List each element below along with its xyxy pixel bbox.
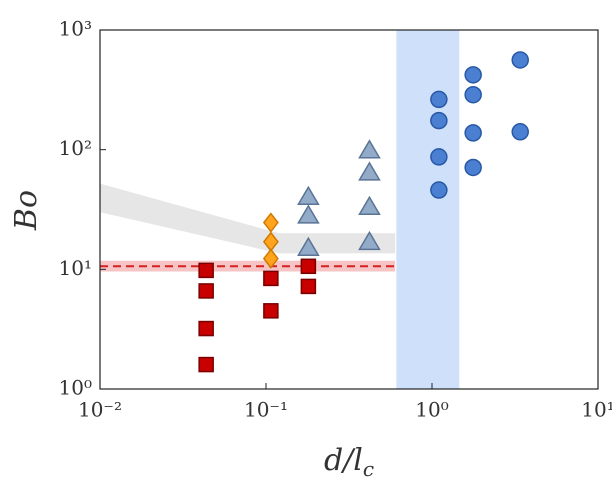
triangle-marker	[358, 161, 381, 181]
circle-marker	[430, 111, 448, 130]
plot-frame	[99, 29, 599, 390]
y-tick-label: 10¹	[59, 256, 92, 280]
diamond-marker	[262, 248, 279, 269]
square-marker	[198, 283, 214, 299]
y-tick-label: 10²	[59, 136, 92, 160]
y-tick-label: 10⁰	[59, 376, 92, 400]
circle-marker	[511, 123, 529, 141]
triangle-marker	[297, 204, 320, 224]
circle-marker	[464, 85, 482, 104]
circle-marker	[464, 66, 482, 84]
square-marker	[263, 270, 279, 287]
triangle-marker	[358, 230, 381, 251]
circle-marker	[430, 148, 448, 166]
triangle-marker	[297, 236, 320, 257]
x-axis-label: d/lc	[324, 443, 374, 481]
triangle-marker	[297, 185, 320, 206]
x-tick-label: 10⁻²	[78, 398, 122, 422]
subscript: c	[363, 457, 374, 481]
circle-marker	[464, 124, 482, 142]
triangle-marker	[358, 139, 381, 159]
square-marker	[300, 278, 317, 295]
square-marker	[198, 320, 214, 337]
square-marker	[300, 258, 317, 275]
diamond-marker	[262, 212, 279, 233]
square-marker	[198, 262, 214, 279]
square-marker	[263, 303, 279, 319]
y-tick-label: 10³	[59, 17, 92, 41]
x-tick-label: 10⁻¹	[244, 398, 288, 422]
triangle-marker	[358, 195, 381, 216]
x-tick-label: 10¹	[581, 398, 612, 422]
circle-marker	[464, 158, 482, 177]
circle-marker	[511, 51, 529, 69]
x-tick-label: 10⁰	[415, 398, 448, 422]
band	[100, 183, 396, 254]
circle-marker	[430, 181, 448, 199]
shaded-span	[396, 30, 460, 389]
circle-marker	[430, 90, 448, 109]
y-axis-label: Bo	[9, 190, 44, 231]
square-marker	[198, 356, 214, 373]
